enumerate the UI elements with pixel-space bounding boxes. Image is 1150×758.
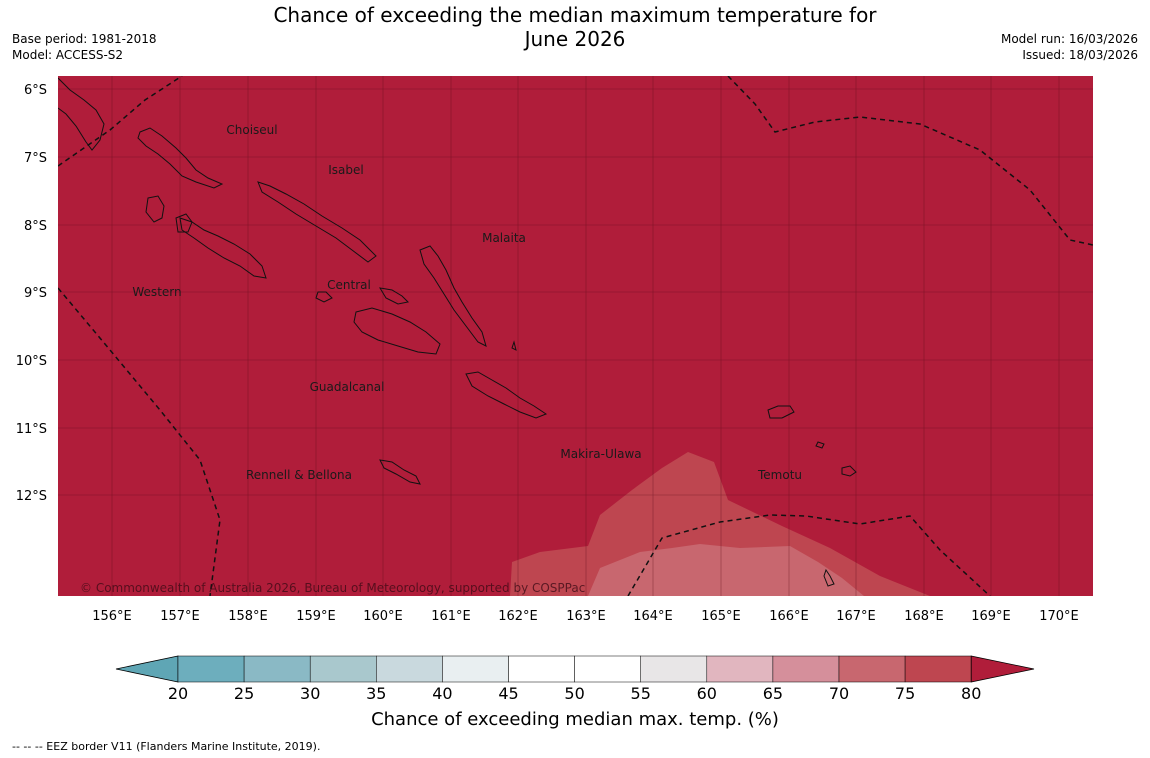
region-label: Malaita (482, 231, 526, 245)
map-content: Choiseul Isabel Malaita Western Central Guada… (58, 76, 1093, 596)
colorbar-segment (309, 655, 377, 683)
island-choiseul (137, 127, 224, 189)
colorbar-segment (376, 655, 443, 683)
island-kolombangara (175, 213, 193, 233)
coastlines (58, 77, 857, 587)
meta-left: Base period: 1981-2018 Model: ACCESS-S2 (12, 31, 157, 63)
colorbar: 20 25 30 35 40 45 50 55 60 65 70 75 80 (115, 655, 1035, 703)
colorbar-segment (838, 655, 906, 683)
region-label: Choiseul (226, 123, 277, 137)
island-png-west (58, 77, 105, 151)
lat-tick-label: 9°S (24, 286, 47, 301)
lon-tick-label: 159°E (296, 609, 336, 624)
lon-tick-label: 157°E (160, 609, 200, 624)
colorbar-segment (442, 655, 509, 683)
graticule (58, 76, 1093, 596)
colorbar-tick-label: 30 (300, 684, 320, 703)
shading-65-70 (588, 544, 864, 596)
colorbar-segment (243, 655, 311, 683)
lon-tick-label: 161°E (431, 609, 471, 624)
copyright-text: © Commonwealth of Australia 2026, Bureau… (80, 581, 585, 595)
island-santa-cruz (767, 405, 795, 419)
lat-tick-label: 12°S (16, 489, 47, 504)
lon-tick-label: 156°E (92, 609, 132, 624)
region-label: Western (132, 285, 181, 299)
eez-nauru-tuvalu (727, 76, 1093, 246)
region-label: Isabel (328, 163, 363, 177)
colorbar-segment (640, 655, 708, 683)
colorbar-tick-label: 55 (631, 684, 651, 703)
issued-date: Issued: 18/03/2026 (1022, 48, 1138, 62)
lon-tick-label: 167°E (836, 609, 876, 624)
lon-tick-label: 158°E (228, 609, 268, 624)
region-label: Rennell & Bellona (246, 468, 352, 482)
colorbar-title: Chance of exceeding median max. temp. (%… (371, 709, 779, 730)
island-guadalcanal (353, 307, 441, 355)
lat-tick-label: 7°S (24, 151, 47, 166)
lon-tick-label: 160°E (363, 609, 403, 624)
colorbar-tick-label: 80 (961, 684, 981, 703)
island-reef-islands (815, 441, 825, 449)
lon-tick-label: 170°E (1039, 609, 1079, 624)
colorbar-segment (904, 655, 972, 683)
region-label: Temotu (757, 468, 802, 482)
island-new-georgia (179, 217, 267, 279)
map-area[interactable] (58, 76, 1093, 596)
colorbar-segment (706, 655, 774, 683)
island-isabel (257, 181, 377, 263)
lon-tick-label: 164°E (633, 609, 673, 624)
island-makira (465, 371, 548, 419)
lon-tick-label: 169°E (971, 609, 1011, 624)
island-russell (315, 291, 333, 303)
eez-png-south (58, 287, 221, 596)
island-utupua (823, 568, 835, 587)
colorbar-tick-label: 60 (697, 684, 717, 703)
colorbar-segment (508, 655, 575, 683)
colorbar-tick-label: 40 (432, 684, 452, 703)
colorbar-tick-label: 50 (564, 684, 584, 703)
island-florida (379, 287, 410, 305)
colorbar-tick-label: 75 (895, 684, 915, 703)
region-label: Guadalcanal (310, 380, 385, 394)
region-label: Makira-Ulawa (560, 447, 641, 461)
title-line-2: June 2026 (524, 27, 626, 51)
colorbar-segment (177, 655, 245, 683)
lon-tick-label: 165°E (701, 609, 741, 624)
lon-tick-label: 168°E (904, 609, 944, 624)
lat-tick-label: 8°S (24, 219, 47, 234)
meta-right: Model run: 16/03/2026 Issued: 18/03/2026 (1001, 31, 1138, 63)
eez-png-north (58, 76, 183, 167)
colorbar-tick-label: 65 (763, 684, 783, 703)
island-rennell (379, 459, 421, 485)
colorbar-tick-label: 45 (498, 684, 518, 703)
lon-tick-label: 163°E (566, 609, 606, 624)
lat-tick-label: 10°S (16, 354, 47, 369)
island-sikaiana (511, 340, 517, 351)
lon-tick-label: 162°E (498, 609, 538, 624)
colorbar-tick-label: 70 (829, 684, 849, 703)
colorbar-tick-label: 35 (366, 684, 386, 703)
lon-tick-label: 166°E (769, 609, 809, 624)
island-vanikoro (841, 465, 857, 477)
colorbar-segment (574, 655, 641, 683)
colorbar-segment (772, 655, 840, 683)
eez-footnote: -- -- -- EEZ border V11 (Flanders Marine… (12, 740, 321, 753)
colorbar-extend-low (115, 655, 179, 683)
lat-tick-label: 11°S (16, 422, 47, 437)
base-period: Base period: 1981-2018 (12, 32, 157, 46)
colorbar-tick-label: 25 (234, 684, 254, 703)
colorbar-tick-label: 20 (168, 684, 188, 703)
island-malaita (419, 245, 487, 347)
title-line-1: Chance of exceeding the median maximum t… (273, 3, 877, 27)
map-title: Chance of exceeding the median maximum t… (0, 3, 1150, 51)
model-name: Model: ACCESS-S2 (12, 48, 124, 62)
model-run: Model run: 16/03/2026 (1000, 32, 1138, 46)
eez-border (58, 76, 1093, 596)
lat-tick-label: 6°S (24, 83, 47, 98)
shading-70-75 (510, 452, 930, 596)
island-vella (145, 195, 165, 223)
region-label: Central (327, 278, 371, 292)
colorbar-extend-high (970, 655, 1035, 683)
